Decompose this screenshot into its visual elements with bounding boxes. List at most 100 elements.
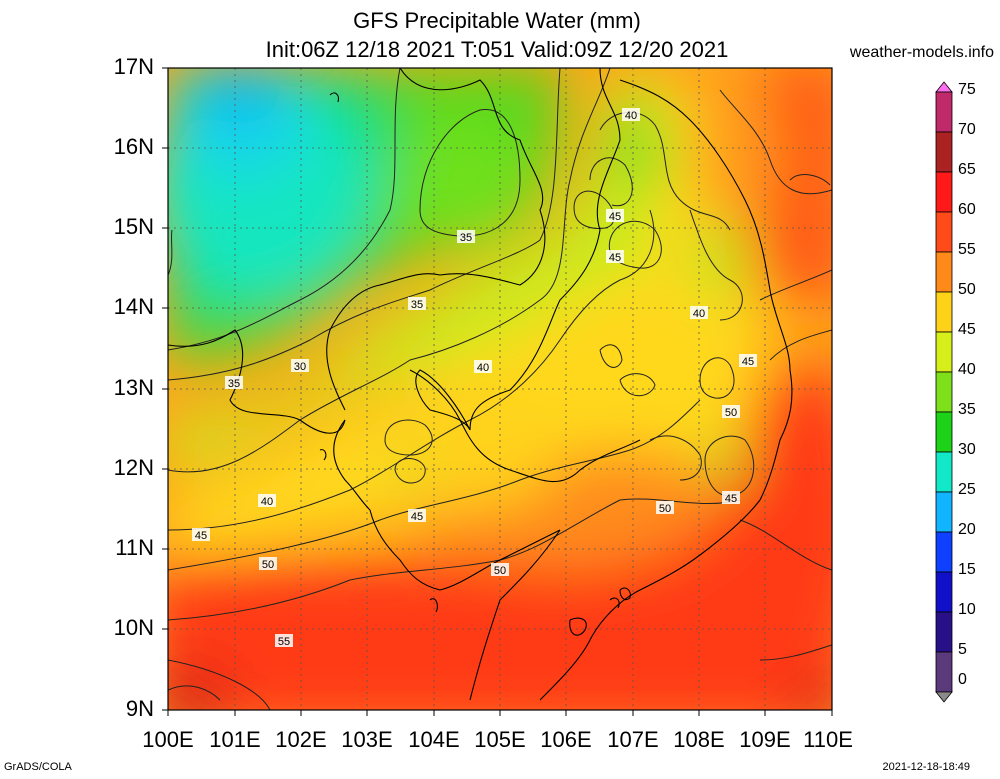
svg-text:45: 45 bbox=[411, 511, 423, 523]
svg-text:35: 35 bbox=[228, 378, 240, 390]
colorbar-label: 35 bbox=[958, 401, 976, 418]
colorbar-segment bbox=[935, 571, 953, 613]
colorbar-label: 40 bbox=[958, 361, 976, 378]
contour-label: 45 bbox=[606, 209, 624, 223]
contour-label: 45 bbox=[192, 528, 210, 542]
colorbar-segment bbox=[935, 651, 953, 693]
contour-label: 40 bbox=[258, 494, 276, 508]
contour-label: 35 bbox=[457, 230, 475, 244]
colorbar-segment bbox=[935, 491, 953, 533]
colorbar-label: 45 bbox=[958, 321, 976, 338]
x-tick-label: 105E bbox=[474, 727, 526, 752]
colorbar-segment bbox=[935, 451, 953, 493]
y-tick-label: 16N bbox=[113, 134, 154, 159]
colorbar-label: 50 bbox=[958, 281, 976, 298]
svg-text:50: 50 bbox=[725, 407, 737, 419]
contour-label: 45 bbox=[408, 509, 426, 523]
contour-label: 35 bbox=[408, 297, 426, 311]
contour-label: 50 bbox=[722, 405, 740, 419]
contour-label: 45 bbox=[722, 491, 740, 505]
svg-text:45: 45 bbox=[725, 493, 737, 505]
colorbar-segment bbox=[935, 531, 953, 573]
colorbar-label: 70 bbox=[958, 121, 976, 138]
footer-software: GrADS/COLA bbox=[4, 761, 72, 773]
contour-label: 50 bbox=[656, 501, 674, 515]
contour-label: 50 bbox=[491, 563, 509, 577]
colorbar-segment bbox=[935, 371, 953, 413]
y-tick-label: 12N bbox=[113, 455, 154, 480]
svg-text:50: 50 bbox=[659, 503, 671, 515]
svg-text:35: 35 bbox=[411, 299, 423, 311]
colorbar-label: 55 bbox=[958, 241, 976, 258]
x-tick-label: 108E bbox=[673, 727, 725, 752]
colorbar-segment bbox=[935, 81, 953, 93]
colorbar-label: 30 bbox=[958, 441, 976, 458]
colorbar-label: 5 bbox=[958, 641, 967, 658]
x-tick-label: 110E bbox=[803, 727, 853, 752]
svg-text:55: 55 bbox=[278, 636, 290, 648]
x-tick-label: 100E bbox=[142, 727, 194, 752]
y-tick-label: 13N bbox=[113, 375, 154, 400]
contour-label: 40 bbox=[622, 108, 640, 122]
y-tick-label: 14N bbox=[113, 294, 154, 319]
contour-label: 40 bbox=[690, 306, 708, 320]
svg-text:45: 45 bbox=[742, 356, 754, 368]
contour-label: 45 bbox=[739, 354, 757, 368]
x-tick-label: 101E bbox=[209, 727, 261, 752]
contour-labels: 40 45 45 35 35 30 35 40 40 45 50 45 40 4… bbox=[192, 108, 757, 648]
colorbar-segment bbox=[935, 131, 953, 173]
svg-text:50: 50 bbox=[494, 565, 506, 577]
map-title: GFS Precipitable Water (mm) bbox=[353, 8, 641, 33]
colorbar-segment bbox=[935, 251, 953, 293]
colorbar-segment bbox=[935, 171, 953, 213]
colorbar-label: 20 bbox=[958, 521, 976, 538]
contour-label: 50 bbox=[259, 557, 277, 571]
y-tick-label: 9N bbox=[125, 696, 154, 721]
svg-text:45: 45 bbox=[195, 530, 207, 542]
svg-text:40: 40 bbox=[625, 110, 637, 122]
colorbar-label: 75 bbox=[958, 81, 976, 98]
contour-label: 45 bbox=[606, 250, 624, 264]
colorbar-segment bbox=[935, 291, 953, 333]
x-tick-label: 109E bbox=[739, 727, 791, 752]
colorbar-label: 60 bbox=[958, 201, 976, 218]
svg-text:40: 40 bbox=[261, 496, 273, 508]
footer-timestamp: 2021-12-18-18:49 bbox=[882, 761, 970, 773]
svg-text:40: 40 bbox=[693, 308, 705, 320]
svg-text:45: 45 bbox=[609, 211, 621, 223]
x-tick-label: 106E bbox=[540, 727, 592, 752]
y-tick-label: 15N bbox=[113, 214, 154, 239]
colorbar-segment bbox=[935, 211, 953, 253]
colorbar-label: 25 bbox=[958, 481, 976, 498]
y-tick-label: 11N bbox=[115, 535, 154, 560]
contour-lines bbox=[168, 68, 832, 710]
colorbar-segment bbox=[935, 91, 953, 133]
svg-text:45: 45 bbox=[609, 252, 621, 264]
contour-label: 40 bbox=[474, 360, 492, 374]
svg-text:35: 35 bbox=[460, 232, 472, 244]
svg-text:50: 50 bbox=[262, 559, 274, 571]
gridlines bbox=[168, 68, 832, 710]
contour-label: 55 bbox=[275, 634, 293, 648]
colorbar-label: 0 bbox=[958, 671, 967, 688]
colorbar-label: 15 bbox=[958, 561, 976, 578]
axis-ticks bbox=[162, 67, 833, 716]
y-tick-label: 10N bbox=[113, 615, 154, 640]
colorbar-segment bbox=[935, 331, 953, 373]
svg-text:40: 40 bbox=[477, 362, 489, 374]
x-tick-label: 104E bbox=[408, 727, 460, 752]
x-tick-label: 107E bbox=[607, 727, 659, 752]
colorbar-label: 10 bbox=[958, 601, 976, 618]
colorbar-segment bbox=[935, 691, 953, 703]
site-credit: weather-models.info bbox=[849, 44, 994, 61]
contour-label: 30 bbox=[291, 359, 309, 373]
country-borders bbox=[168, 68, 793, 701]
svg-text:30: 30 bbox=[294, 361, 306, 373]
x-tick-label: 102E bbox=[275, 727, 327, 752]
colorbar-segment bbox=[935, 411, 953, 453]
y-tick-label: 17N bbox=[113, 54, 154, 79]
map-subtitle: Init:06Z 12/18 2021 T:051 Valid:09Z 12/2… bbox=[265, 37, 729, 62]
contour-label: 35 bbox=[225, 376, 243, 390]
colorbar-segment bbox=[935, 611, 953, 653]
